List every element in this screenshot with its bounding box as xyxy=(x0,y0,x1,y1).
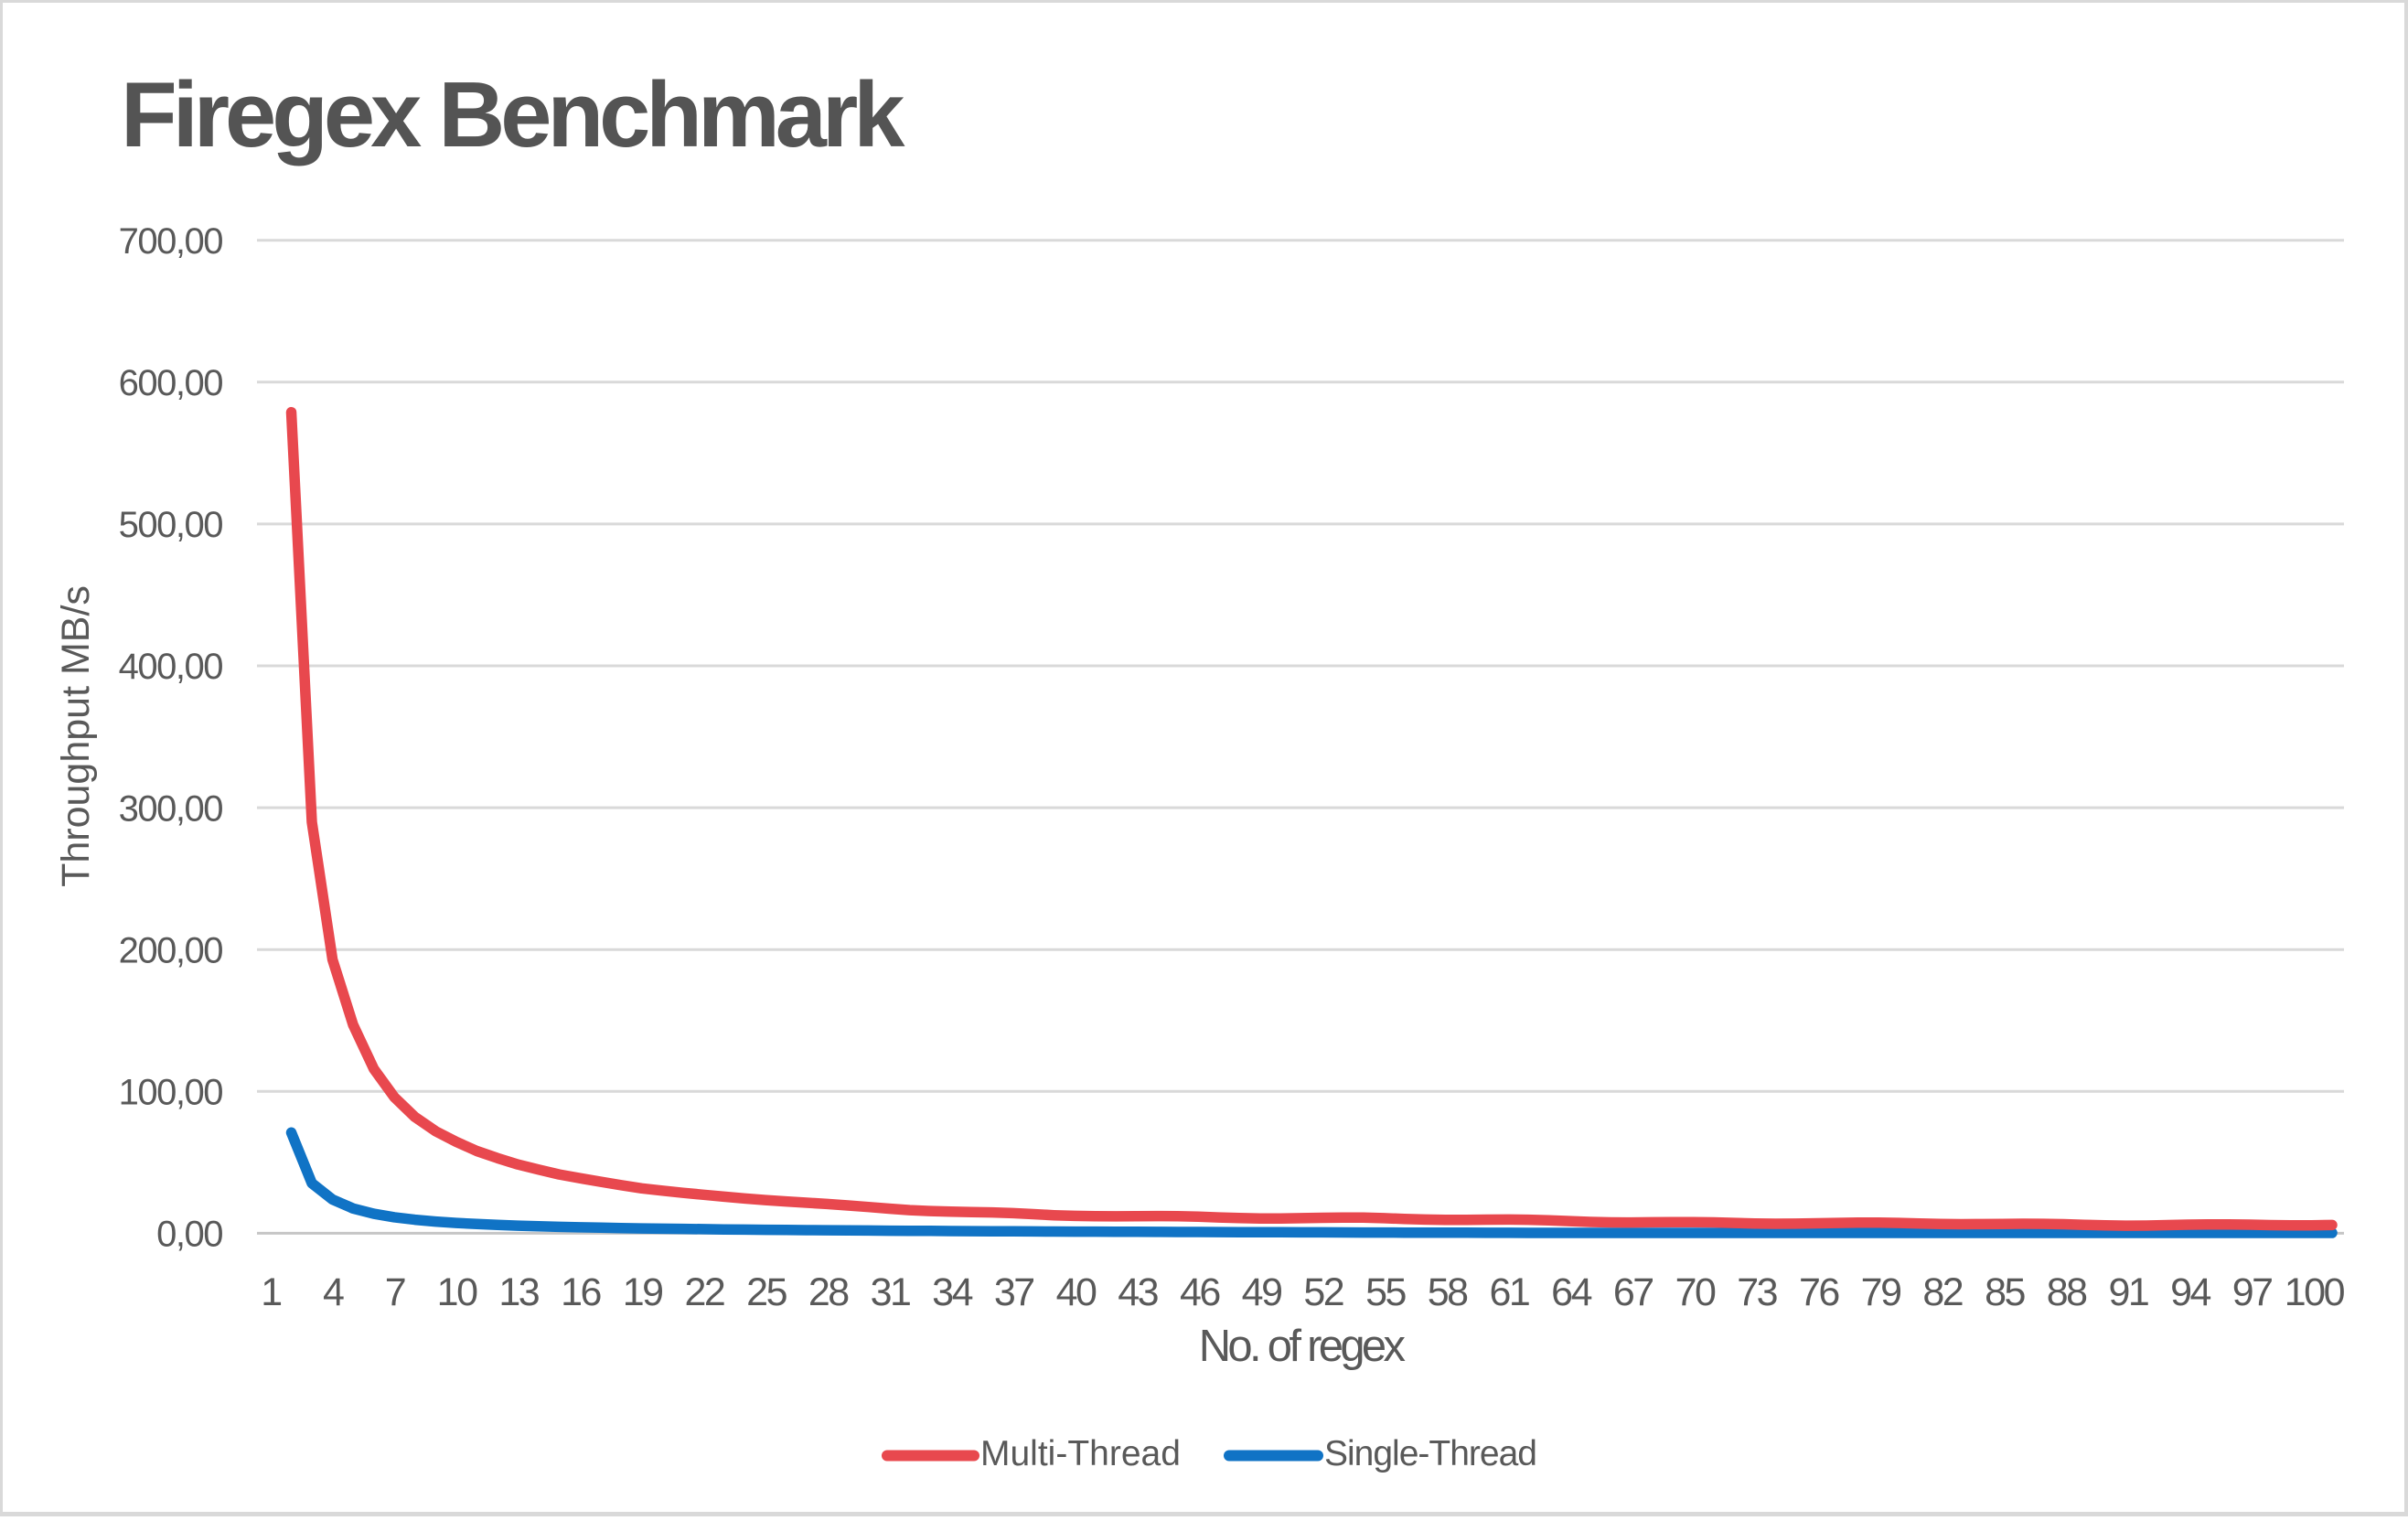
svg-text:46: 46 xyxy=(1180,1270,1220,1314)
svg-text:49: 49 xyxy=(1242,1270,1281,1314)
svg-text:52: 52 xyxy=(1303,1270,1343,1314)
svg-text:Multi-Thread: Multi-Thread xyxy=(980,1434,1181,1473)
svg-text:1: 1 xyxy=(261,1270,281,1314)
svg-text:No. of regex: No. of regex xyxy=(1199,1322,1406,1371)
svg-text:28: 28 xyxy=(808,1270,849,1314)
svg-text:70: 70 xyxy=(1675,1270,1716,1314)
svg-text:0,00: 0,00 xyxy=(156,1215,222,1255)
svg-text:500,00: 500,00 xyxy=(119,505,223,545)
svg-text:43: 43 xyxy=(1118,1270,1158,1314)
svg-text:97: 97 xyxy=(2232,1270,2272,1314)
svg-text:100: 100 xyxy=(2285,1270,2345,1314)
svg-text:19: 19 xyxy=(623,1270,662,1314)
svg-text:64: 64 xyxy=(1551,1270,1591,1314)
svg-text:31: 31 xyxy=(871,1270,910,1314)
svg-text:85: 85 xyxy=(1985,1270,2025,1314)
svg-text:100,00: 100,00 xyxy=(119,1073,223,1113)
svg-text:Throughput MB/s: Throughput MB/s xyxy=(54,585,98,887)
svg-text:22: 22 xyxy=(684,1270,723,1314)
svg-text:37: 37 xyxy=(994,1270,1033,1314)
svg-text:34: 34 xyxy=(932,1270,972,1314)
svg-text:67: 67 xyxy=(1613,1270,1653,1314)
svg-text:55: 55 xyxy=(1365,1270,1406,1314)
svg-text:Single-Thread: Single-Thread xyxy=(1324,1434,1536,1473)
svg-text:25: 25 xyxy=(746,1270,787,1314)
svg-text:700,00: 700,00 xyxy=(119,221,223,262)
svg-text:13: 13 xyxy=(498,1270,539,1314)
svg-text:Firegex Benchmark: Firegex Benchmark xyxy=(121,64,905,166)
svg-text:7: 7 xyxy=(385,1270,405,1314)
svg-text:76: 76 xyxy=(1799,1270,1839,1314)
svg-text:88: 88 xyxy=(2047,1270,2087,1314)
svg-text:200,00: 200,00 xyxy=(119,930,223,970)
svg-text:16: 16 xyxy=(561,1270,601,1314)
svg-text:58: 58 xyxy=(1428,1270,1468,1314)
svg-text:91: 91 xyxy=(2108,1270,2147,1314)
svg-text:4: 4 xyxy=(323,1270,344,1314)
svg-text:10: 10 xyxy=(437,1270,477,1314)
svg-text:600,00: 600,00 xyxy=(119,363,223,403)
svg-text:300,00: 300,00 xyxy=(119,788,223,829)
svg-text:400,00: 400,00 xyxy=(119,647,223,687)
svg-text:79: 79 xyxy=(1861,1270,1900,1314)
svg-text:73: 73 xyxy=(1737,1270,1777,1314)
svg-text:61: 61 xyxy=(1489,1270,1528,1314)
svg-text:94: 94 xyxy=(2170,1270,2210,1314)
svg-text:82: 82 xyxy=(1922,1270,1962,1314)
svg-text:40: 40 xyxy=(1056,1270,1097,1314)
